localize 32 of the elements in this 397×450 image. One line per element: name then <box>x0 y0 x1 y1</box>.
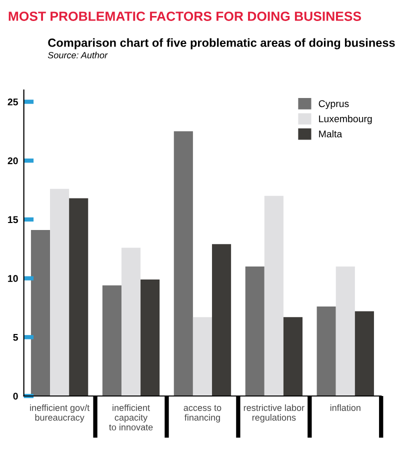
y-tick-label: 25 <box>8 98 18 106</box>
legend-label: Luxembourg <box>319 115 372 124</box>
bar <box>283 317 303 396</box>
x-tick-label: inefficient capacity to innovate <box>109 404 153 430</box>
x-tick-label: restrictive labor regulations <box>244 404 304 422</box>
y-tick-label: 0 <box>13 392 18 400</box>
x-tick-label: inefficient gov/t bureaucracy <box>30 404 90 422</box>
bar <box>50 188 70 396</box>
bar <box>354 311 374 396</box>
source-note: Source: Author <box>48 52 108 58</box>
legend-label: Cyprus <box>318 100 349 110</box>
bar <box>121 248 141 396</box>
bar <box>212 244 232 396</box>
bar <box>102 285 122 396</box>
bar <box>245 266 264 396</box>
y-tick-label: 15 <box>8 216 18 224</box>
legend-label: Malta <box>319 130 342 138</box>
y-tick-label: 10 <box>8 275 18 282</box>
x-tick-label: inflation <box>330 404 360 411</box>
x-tick-label: access to financing <box>184 405 222 422</box>
chart-subtitle: Comparison chart of five problematic areas of doing business <box>48 38 395 50</box>
bar <box>336 266 355 396</box>
bar <box>69 198 88 396</box>
bar <box>192 317 212 396</box>
bar <box>174 131 193 396</box>
bar <box>316 306 336 396</box>
bar <box>140 279 160 396</box>
y-tick-label: 20 <box>8 157 18 164</box>
y-tick-label: 5 <box>13 334 18 341</box>
chart-title: MOST PROBLEMATIC FACTORS FOR DOING BUSINESS <box>8 12 362 21</box>
bar <box>30 230 50 396</box>
bar <box>264 196 284 396</box>
